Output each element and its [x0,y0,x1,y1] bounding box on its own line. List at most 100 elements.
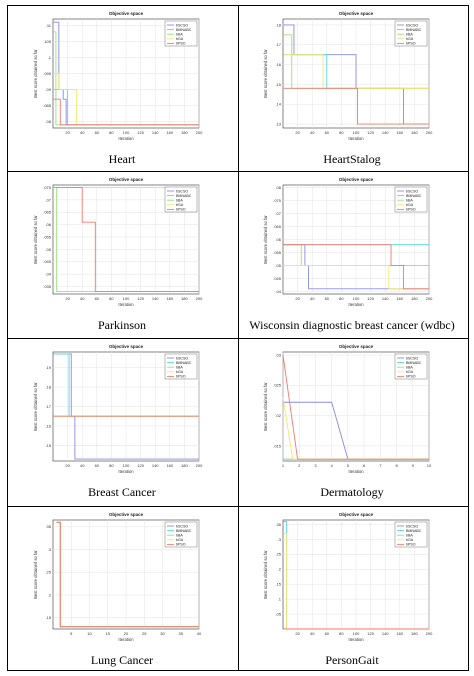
y-tick-label: .19 [45,365,51,370]
y-tick-label: .25 [45,570,51,575]
legend-label: bGA [176,203,184,207]
x-tick-label: 140 [152,463,159,468]
legend-label: bSCSO [406,23,418,27]
legend-label: bPSO [176,375,186,379]
y-tick-label: .05 [275,263,281,268]
legend-label: bPSO [406,208,416,212]
chart-caption: PersonGait [325,653,379,667]
chart-svg: Objective space 20 40 60 80 100 120 140 160 180 20… [263,177,433,307]
y-axis-label: Best score obtained so far [33,550,38,599]
y-tick-label: .04 [275,289,281,294]
y-tick-label: .3 [48,547,52,552]
x-tick-label: 20 [124,631,129,636]
chart-svg: Objective space 1 2 3 4 5 6 7 8 9 10 .03 .025 .02 .015… [263,344,432,474]
legend-label: bPSO [176,208,186,212]
series-line-bscso [283,24,429,125]
x-tick-label: 4 [331,463,334,468]
y-tick-label: .13 [275,121,281,126]
y-tick-label: .07 [45,197,51,202]
x-tick-label: 140 [152,296,159,301]
x-tick-label: 180 [411,130,418,135]
x-tick-label: 100 [123,130,130,135]
x-tick-label: 5 [70,631,73,636]
x-axis-label: Iteration [118,469,134,474]
x-tick-label: 160 [166,130,173,135]
chart-panel: Objective space 1 2 3 4 5 6 7 8 9 10 .03 .025 .02 .015… [237,338,467,505]
legend-label: BMNABC [406,361,422,365]
legend-label: BMNABC [176,361,192,365]
y-axis-label: Best score obtained so far [33,215,38,264]
x-axis-label: Iteration [118,136,134,141]
y-tick-label: .2 [278,567,282,572]
x-tick-label: 20 [65,463,70,468]
y-tick-label: .17 [45,404,51,409]
legend-label: bBA [176,33,183,37]
x-tick-label: 160 [166,463,173,468]
y-tick-label: .105 [43,39,52,44]
chart-svg: Objective space 20 40 60 80 100 120 140 160 180 20… [263,512,433,642]
legend-label: bGA [176,538,184,542]
x-tick-label: 7 [379,463,382,468]
y-tick-label: .085 [43,103,52,108]
chart-panel: Objective space 20 40 60 80 100 120 140 160 180 20… [7,171,237,338]
x-tick-label: 160 [396,631,403,636]
x-tick-label: 100 [353,631,360,636]
x-tick-label: 60 [95,130,100,135]
x-tick-label: 160 [396,130,403,135]
x-tick-label: 120 [137,130,144,135]
chart-panel: Objective space 20 40 60 80 100 120 140 160 180 20… [7,338,237,505]
y-tick-label: .065 [273,224,282,229]
y-tick-label: .075 [43,185,52,190]
x-tick-label: 40 [80,296,85,301]
x-axis-label: Iteration [348,637,364,642]
x-tick-label: 200 [426,296,433,301]
y-tick-label: .07 [275,211,281,216]
y-tick-label: .045 [43,259,52,264]
x-tick-label: 80 [339,130,344,135]
y-tick-label: .15 [45,443,51,448]
y-tick-label: .16 [45,423,51,428]
legend-label: bBA [176,199,183,203]
legend-label: bGA [176,37,184,41]
series-line-bpso [53,187,199,292]
legend-label: bPSO [406,375,416,379]
x-tick-label: 40 [310,296,315,301]
x-tick-label: 80 [339,631,344,636]
y-tick-label: .015 [273,443,282,448]
x-tick-label: 100 [353,130,360,135]
legend-label: bGA [406,538,414,542]
chart-panel: Objective space 20 40 60 80 100 120 140 160 180 20… [237,506,467,673]
y-axis-label: Best score obtained so far [263,550,268,599]
x-axis-label: Iteration [348,469,364,474]
x-tick-label: 120 [367,130,374,135]
y-tick-label: .09 [45,87,51,92]
x-tick-label: 20 [65,130,70,135]
legend-label: bSCSO [406,356,418,360]
x-tick-label: 2 [298,463,301,468]
y-axis-label: Best score obtained so far [33,382,38,431]
x-tick-label: 20 [295,631,300,636]
y-tick-label: .08 [45,119,51,124]
x-tick-label: 200 [196,463,203,468]
x-tick-label: 80 [339,296,344,301]
x-tick-label: 60 [95,463,100,468]
x-tick-label: 20 [295,296,300,301]
legend-label: BMNABC [176,194,192,198]
legend-label: bSCSO [176,23,188,27]
chart-title: Objective space [339,11,374,16]
chart-title: Objective space [339,512,374,517]
y-tick-label: .18 [275,22,281,27]
x-tick-label: 60 [325,631,330,636]
legend-label: bSCSO [406,524,418,528]
legend-label: bGA [406,203,414,207]
y-tick-label: .14 [275,102,281,107]
y-tick-label: .025 [273,383,282,388]
chart-svg: Objective space 5 10 15 20 25 30 35 40 .35 .3 .25 .2… [33,512,202,642]
y-tick-label: .15 [275,582,281,587]
y-tick-label: .045 [273,276,282,281]
x-tick-label: 120 [137,296,144,301]
legend-label: bPSO [406,42,416,46]
x-tick-label: 180 [411,631,418,636]
x-tick-label: 10 [87,631,92,636]
x-tick-label: 140 [382,296,389,301]
